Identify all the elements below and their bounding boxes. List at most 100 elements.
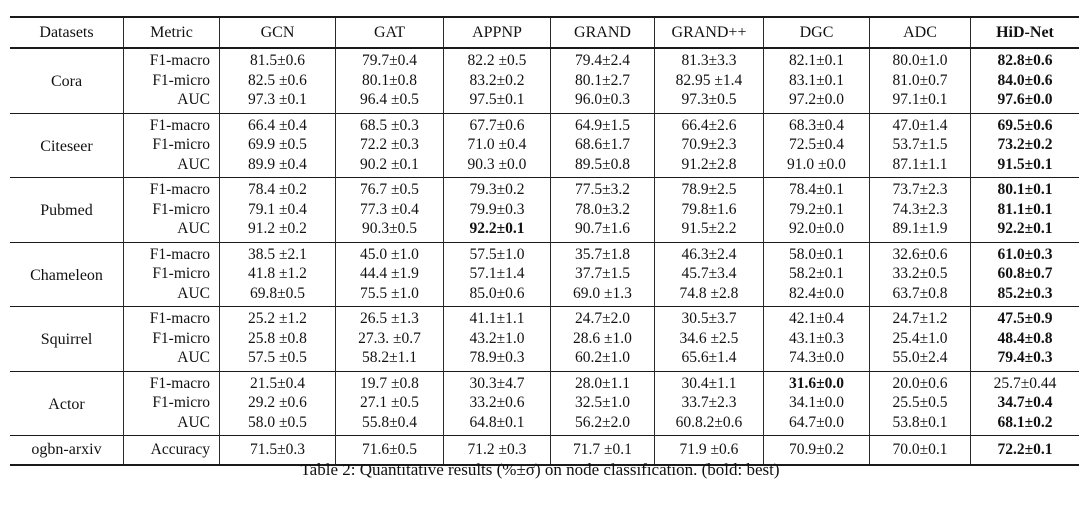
value-cell: 78.9±0.3: [443, 348, 551, 371]
metric-label: F1-micro: [123, 328, 220, 348]
value-cell: 85.2±0.3: [970, 283, 1079, 307]
column-header-datasets: Datasets: [10, 17, 124, 49]
value-cell: 79.8±1.6: [654, 199, 764, 219]
value-cell: 72.2 ±0.3: [335, 135, 444, 155]
metric-label: F1-micro: [123, 199, 220, 219]
value-cell: 92.2±0.1: [443, 219, 551, 242]
value-cell: 82.8±0.6: [970, 47, 1079, 71]
results-table: Datasets Metric GCN GAT APPNP GRAND GRAND++ DGC…: [10, 16, 1079, 466]
dataset-name: Cora: [10, 47, 124, 113]
table-row: Chameleon F1-macro 38.5 ±2.1 45.0 ±1.0 57.5±…: [10, 241, 1079, 307]
table-caption: Table 2: Quantitative results (%±σ) on n…: [300, 460, 780, 479]
table-row: ogbn-arxiv Accuracy 71.5±0.3 71.6±0.5 71.2 ±…: [10, 435, 1079, 465]
value-cell: 35.7±1.8: [550, 241, 655, 264]
value-cell: 90.2 ±0.1: [335, 154, 444, 178]
value-cell: 33.7±2.3: [654, 393, 764, 413]
value-cell: 71.9 ±0.6: [654, 435, 764, 465]
value-cell: 57.1±1.4: [443, 264, 551, 284]
value-cell: 78.4±0.1: [763, 177, 870, 200]
table-row: AUC 69.8±0.5 75.5 ±1.0 85.0±0.6 69.0 ±1.3 74.…: [10, 283, 1079, 307]
value-cell: 84.0±0.6: [970, 70, 1079, 90]
value-cell: 70.9±0.2: [763, 435, 870, 465]
value-cell: 68.6±1.7: [550, 135, 655, 155]
value-cell: 25.4±1.0: [869, 328, 971, 348]
value-cell: 69.8±0.5: [219, 283, 336, 307]
value-cell: 85.0±0.6: [443, 283, 551, 307]
value-cell: 27.1 ±0.5: [335, 393, 444, 413]
value-cell: 79.4±2.4: [550, 47, 655, 71]
table-header: Datasets Metric GCN GAT APPNP GRAND GRAND++ DGC…: [10, 17, 1079, 49]
value-cell: 97.2±0.0: [763, 90, 870, 113]
value-cell: 32.6±0.6: [869, 241, 971, 264]
table-row: AUC 91.2 ±0.2 90.3±0.5 92.2±0.1 90.7±1.6 91.5…: [10, 219, 1079, 242]
value-cell: 57.5 ±0.5: [219, 348, 336, 371]
value-cell: 25.2 ±1.2: [219, 306, 336, 329]
value-cell: 60.8.2±0.6: [654, 412, 764, 436]
metric-label: AUC: [123, 412, 220, 436]
value-cell: 27.3. ±0.7: [335, 328, 444, 348]
value-cell: 58.0 ±0.5: [219, 412, 336, 436]
table-row: F1-micro 25.8 ±0.8 27.3. ±0.7 43.2±1.0 28.6 …: [10, 328, 1079, 348]
value-cell: 64.8±0.1: [443, 412, 551, 436]
value-cell: 31.6±0.0: [763, 370, 870, 393]
value-cell: 82.1±0.1: [763, 47, 870, 71]
value-cell: 38.5 ±2.1: [219, 241, 336, 264]
value-cell: 29.2 ±0.6: [219, 393, 336, 413]
value-cell: 89.5±0.8: [550, 154, 655, 178]
value-cell: 25.7±0.44: [970, 370, 1079, 393]
value-cell: 78.9±2.5: [654, 177, 764, 200]
metric-label: F1-micro: [123, 393, 220, 413]
value-cell: 77.3 ±0.4: [335, 199, 444, 219]
value-cell: 90.3±0.5: [335, 219, 444, 242]
value-cell: 19.7 ±0.8: [335, 370, 444, 393]
value-cell: 81.1±0.1: [970, 199, 1079, 219]
value-cell: 81.3±3.3: [654, 47, 764, 71]
value-cell: 97.5±0.1: [443, 90, 551, 113]
value-cell: 91.5±2.2: [654, 219, 764, 242]
value-cell: 71.7 ±0.1: [550, 435, 655, 465]
value-cell: 74.3±2.3: [869, 199, 971, 219]
value-cell: 68.3±0.4: [763, 112, 870, 135]
value-cell: 68.5 ±0.3: [335, 112, 444, 135]
metric-label: AUC: [123, 90, 220, 113]
value-cell: 20.0±0.6: [869, 370, 971, 393]
value-cell: 43.1±0.3: [763, 328, 870, 348]
value-cell: 78.0±3.2: [550, 199, 655, 219]
column-header-grand: GRAND: [550, 17, 655, 49]
table-row: Squirrel F1-macro 25.2 ±1.2 26.5 ±1.3 41.1±1…: [10, 306, 1079, 371]
metric-label: F1-macro: [123, 370, 220, 393]
value-cell: 45.0 ±1.0: [335, 241, 444, 264]
value-cell: 41.8 ±1.2: [219, 264, 336, 284]
value-cell: 71.6±0.5: [335, 435, 444, 465]
value-cell: 82.5 ±0.6: [219, 70, 336, 90]
value-cell: 81.0±0.7: [869, 70, 971, 90]
value-cell: 79.2±0.1: [763, 199, 870, 219]
table-row: AUC 89.9 ±0.4 90.2 ±0.1 90.3 ±0.0 89.5±0.8 91…: [10, 154, 1079, 178]
value-cell: 91.2±2.8: [654, 154, 764, 178]
value-cell: 79.3±0.2: [443, 177, 551, 200]
value-cell: 42.1±0.4: [763, 306, 870, 329]
value-cell: 74.3±0.0: [763, 348, 870, 371]
column-header-gat: GAT: [335, 17, 444, 49]
metric-label: F1-micro: [123, 135, 220, 155]
value-cell: 74.8 ±2.8: [654, 283, 764, 307]
value-cell: 96.0±0.3: [550, 90, 655, 113]
value-cell: 76.7 ±0.5: [335, 177, 444, 200]
value-cell: 25.8 ±0.8: [219, 328, 336, 348]
table-row: Cora F1-macro 81.5±0.6 79.7±0.4 82.2 ±0.5 79.…: [10, 47, 1079, 113]
value-cell: 91.5±0.1: [970, 154, 1079, 178]
column-header-gcn: GCN: [219, 17, 336, 49]
value-cell: 25.5±0.5: [869, 393, 971, 413]
column-header-adc: ADC: [869, 17, 971, 49]
value-cell: 63.7±0.8: [869, 283, 971, 307]
header-row: Datasets Metric GCN GAT APPNP GRAND GRAND++ DGC…: [10, 17, 1079, 49]
column-header-dgc: DGC: [763, 17, 870, 49]
value-cell: 70.9±2.3: [654, 135, 764, 155]
value-cell: 79.1 ±0.4: [219, 199, 336, 219]
value-cell: 53.7±1.5: [869, 135, 971, 155]
value-cell: 89.1±1.9: [869, 219, 971, 242]
value-cell: 82.4±0.0: [763, 283, 870, 307]
value-cell: 37.7±1.5: [550, 264, 655, 284]
value-cell: 69.9 ±0.5: [219, 135, 336, 155]
metric-label: AUC: [123, 348, 220, 371]
